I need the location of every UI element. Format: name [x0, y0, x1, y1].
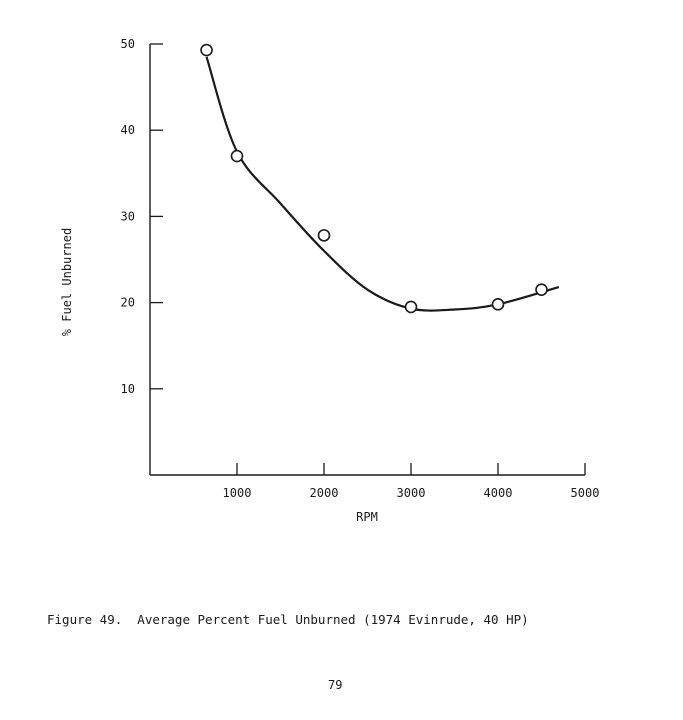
y-tick-label: 10: [121, 382, 135, 396]
y-tick-label: 40: [121, 123, 135, 137]
data-point: [491, 298, 505, 311]
page-number: 79: [328, 678, 343, 692]
x-tick-label: 5000: [571, 486, 600, 500]
data-point: [317, 229, 331, 242]
data-point: [200, 43, 213, 57]
data-points: [200, 43, 548, 314]
x-tick-label: 3000: [397, 486, 426, 500]
y-tick-label: 30: [121, 209, 135, 223]
axes: [149, 44, 585, 476]
y-tick-label: 50: [121, 37, 135, 51]
ticks: 1000 2000 3000 4000 5000 10 20 30 40 50: [121, 37, 600, 500]
fitted-curve: [205, 56, 560, 312]
y-tick-label: 20: [121, 296, 135, 310]
data-point: [404, 300, 418, 314]
data-point: [230, 149, 244, 163]
x-tick-label: 2000: [310, 486, 339, 500]
x-axis-title: RPM: [356, 510, 378, 524]
y-axis-title: % Fuel Unburned: [60, 228, 74, 336]
figure-caption: Figure 49. Average Percent Fuel Unburned…: [47, 612, 529, 627]
data-point: [535, 283, 548, 296]
x-tick-label: 1000: [223, 486, 252, 500]
x-tick-label: 4000: [484, 486, 513, 500]
